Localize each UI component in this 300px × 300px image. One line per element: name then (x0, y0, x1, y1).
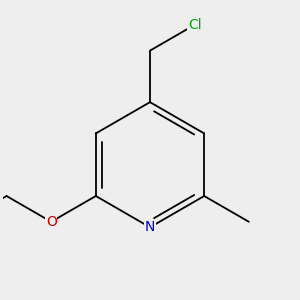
Text: O: O (46, 215, 57, 229)
Text: Cl: Cl (188, 18, 201, 32)
Text: N: N (145, 220, 155, 234)
